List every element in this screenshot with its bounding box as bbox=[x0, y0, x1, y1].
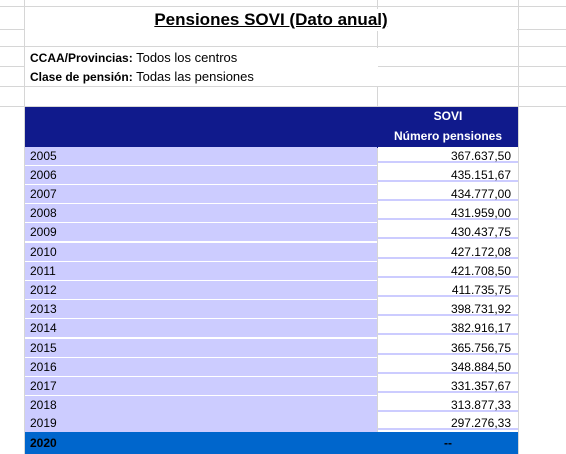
value-cell: 382.916,17 bbox=[378, 319, 518, 335]
table-row[interactable]: 2006 435.151,67 bbox=[25, 166, 518, 185]
year-cell: 2018 bbox=[25, 396, 377, 414]
table-row[interactable]: 2012 411.735,75 bbox=[25, 281, 518, 300]
year-cell: 2008 bbox=[25, 204, 377, 222]
year-cell: 2005 bbox=[25, 147, 377, 165]
table-row-last[interactable]: 2020 -- bbox=[25, 432, 518, 454]
year-cell: 2016 bbox=[25, 358, 377, 376]
year-cell: 2006 bbox=[25, 166, 377, 184]
table-row[interactable]: 2007 434.777,00 bbox=[25, 185, 518, 204]
table-row[interactable]: 2017 331.357,67 bbox=[25, 377, 518, 396]
year-cell: 2009 bbox=[25, 223, 377, 241]
table-row[interactable]: 2010 427.172,08 bbox=[25, 243, 518, 262]
value-cell: 431.959,00 bbox=[378, 204, 518, 220]
value-cell: 297.276,33 bbox=[378, 414, 518, 430]
table-header: SOVI Número pensiones bbox=[25, 107, 518, 148]
year-cell: 2015 bbox=[25, 339, 377, 357]
year-cell: 2020 bbox=[30, 436, 57, 450]
grid-line bbox=[0, 6, 566, 7]
year-cell: 2014 bbox=[25, 319, 377, 337]
value-cell: 313.877,33 bbox=[378, 396, 518, 412]
value-cell: 411.735,75 bbox=[378, 281, 518, 297]
grid-line bbox=[0, 86, 566, 87]
year-cell: 2013 bbox=[25, 300, 377, 318]
grid-line bbox=[0, 46, 566, 47]
value-cell: 435.151,67 bbox=[378, 166, 518, 182]
year-cell: 2017 bbox=[25, 377, 377, 395]
value-cell: 331.357,67 bbox=[378, 377, 518, 393]
grid-line bbox=[518, 0, 519, 454]
table-row[interactable]: 2011 421.708,50 bbox=[25, 262, 518, 281]
table-row[interactable]: 2015 365.756,75 bbox=[25, 339, 518, 358]
filter-value: Todos los centros bbox=[136, 50, 238, 65]
value-cell: 430.437,75 bbox=[378, 223, 518, 239]
value-cell: 365.756,75 bbox=[378, 339, 518, 355]
year-cell: 2007 bbox=[25, 185, 377, 203]
filter-value: Todas las pensiones bbox=[136, 69, 254, 84]
filter-ccaa[interactable]: CCAA/Provincias: Todos los centros bbox=[25, 48, 378, 67]
value-cell: 427.172,08 bbox=[378, 243, 518, 259]
value-cell: -- bbox=[444, 436, 452, 450]
value-cell: 348.884,50 bbox=[378, 358, 518, 374]
header-group: SOVI bbox=[433, 109, 463, 123]
year-cell: 2019 bbox=[25, 414, 377, 432]
value-cell: 421.708,50 bbox=[378, 262, 518, 278]
table-row[interactable]: 2009 430.437,75 bbox=[25, 223, 518, 242]
table-row[interactable]: 2019 297.276,33 bbox=[25, 414, 518, 433]
grid-line bbox=[377, 0, 378, 454]
filter-clase-pension[interactable]: Clase de pensión: Todas las pensiones bbox=[25, 67, 378, 86]
table-row[interactable]: 2016 348.884,50 bbox=[25, 358, 518, 377]
value-cell: 398.731,92 bbox=[378, 300, 518, 316]
filter-label: CCAA/Provincias: bbox=[30, 51, 133, 65]
filter-label: Clase de pensión: bbox=[30, 70, 133, 84]
year-cell: 2012 bbox=[25, 281, 377, 299]
year-cell: 2011 bbox=[25, 262, 377, 280]
value-cell: 367.637,50 bbox=[378, 147, 518, 163]
header-column: Número pensiones bbox=[393, 129, 503, 143]
grid-line bbox=[24, 0, 25, 454]
grid-line bbox=[0, 106, 566, 107]
table-row[interactable]: 2008 431.959,00 bbox=[25, 204, 518, 223]
table-row[interactable]: 2013 398.731,92 bbox=[25, 300, 518, 319]
table-row[interactable]: 2018 313.877,33 bbox=[25, 396, 518, 415]
year-cell: 2010 bbox=[25, 243, 377, 261]
value-cell: 434.777,00 bbox=[378, 185, 518, 201]
table-row[interactable]: 2014 382.916,17 bbox=[25, 319, 518, 338]
page-title: Pensiones SOVI (Dato anual) bbox=[25, 9, 517, 31]
table-row[interactable]: 2005 367.637,50 bbox=[25, 147, 518, 166]
